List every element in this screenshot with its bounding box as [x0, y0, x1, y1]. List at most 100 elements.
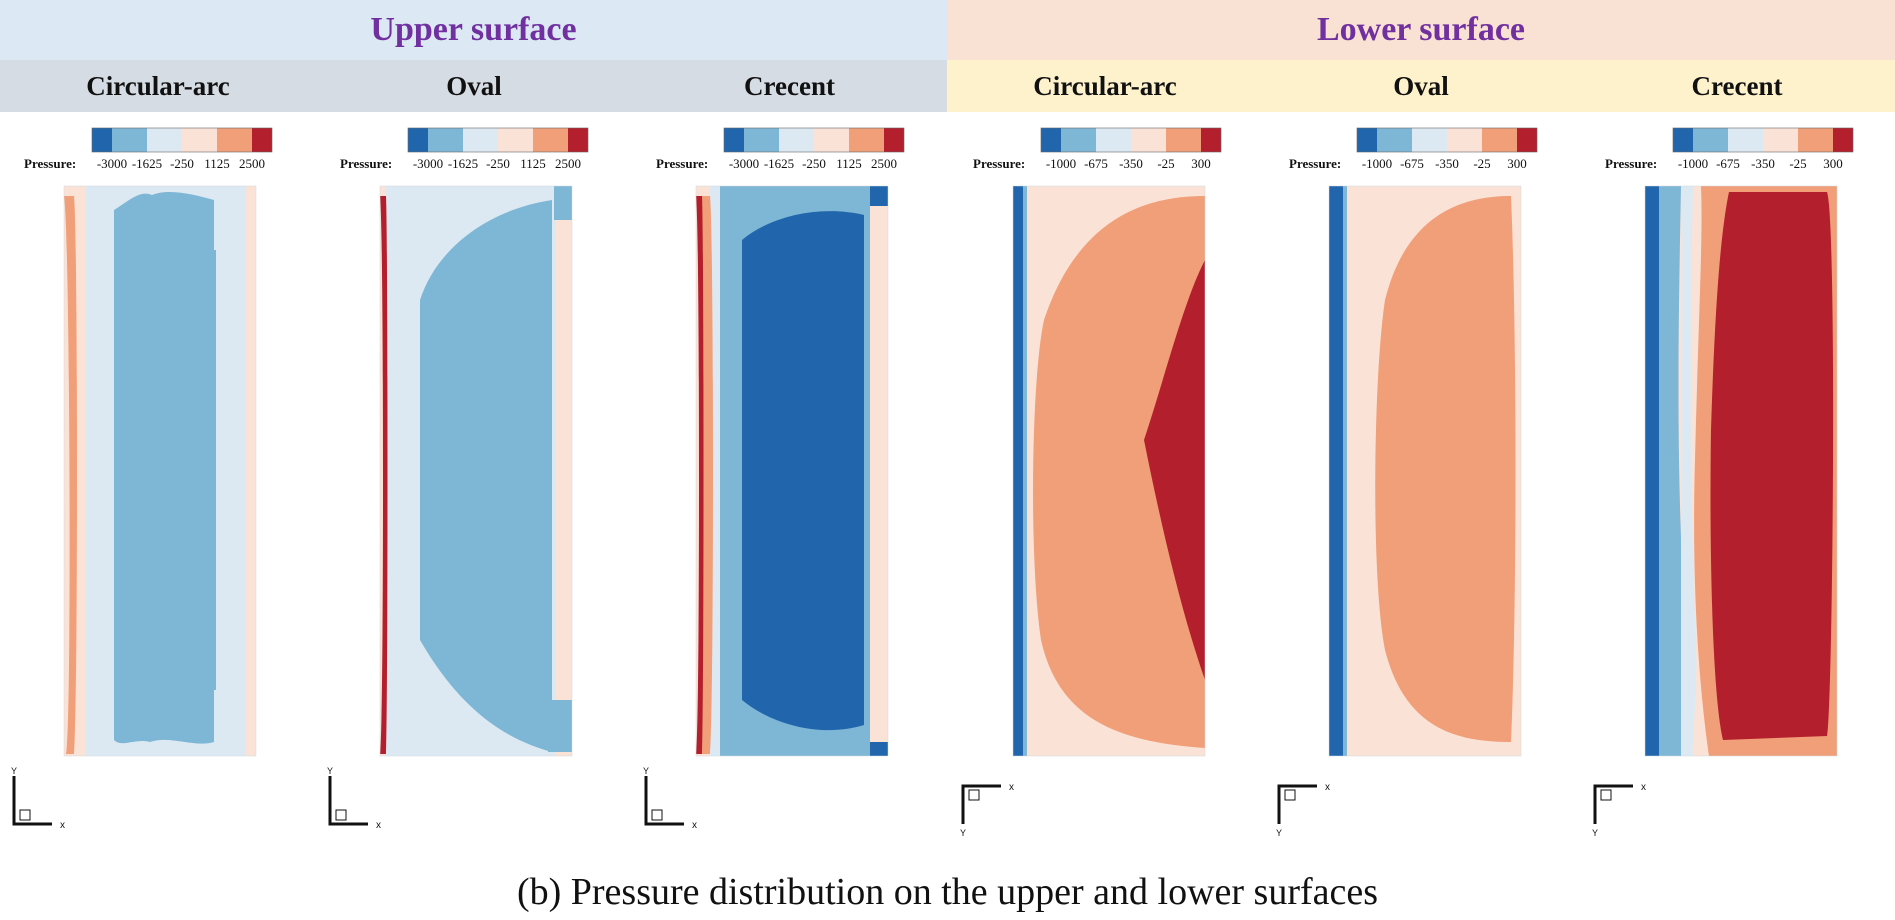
legend-tick-label: -350 [1435, 156, 1459, 171]
plot-frame [63, 185, 257, 757]
legend-swatch [1833, 128, 1853, 152]
legend-swatch [1201, 128, 1221, 152]
panel-title-lower-oval: Oval [1263, 60, 1579, 112]
legend-tick-label: -1625 [448, 156, 478, 171]
legend-frame [91, 127, 273, 153]
axis-origin-box [19, 809, 31, 821]
legend-tick-label: -1000 [1046, 156, 1076, 171]
axis-lines [12, 776, 52, 826]
axis-origin-box [1600, 789, 1612, 801]
legend-tick-label: -1625 [132, 156, 162, 171]
contour-plot [695, 185, 889, 757]
legend-swatch [1131, 128, 1166, 152]
axis-x-label: x [60, 820, 65, 831]
axis-lines [961, 784, 1001, 824]
legend-swatch [1482, 128, 1517, 152]
legend-tick-label: 300 [1823, 156, 1843, 171]
legend-swatch [428, 128, 463, 152]
panel-title-lower-crecent: Crecent [1579, 60, 1895, 112]
axis-lines [1277, 784, 1317, 824]
legend-swatch [182, 128, 217, 152]
legend-tick-label: -350 [1751, 156, 1775, 171]
legend-tick-label: -3000 [729, 156, 759, 171]
legend-tick-label: -1000 [1362, 156, 1392, 171]
axis-x-label: x [1325, 782, 1330, 793]
legend-tick-label: -25 [1789, 156, 1806, 171]
legend-swatch [147, 128, 182, 152]
legend-swatch [1166, 128, 1201, 152]
legend-title: Pressure: [1289, 156, 1341, 171]
legend-swatch [849, 128, 884, 152]
axis-origin-box [968, 789, 980, 801]
legend-swatch [1041, 128, 1061, 152]
axis-triad: xY [643, 766, 697, 831]
figure-caption: (b) Pressure distribution on the upper a… [516, 871, 1379, 913]
axis-y-label: Y [643, 766, 649, 776]
legend-tick-label: -1625 [764, 156, 794, 171]
axis-triad: xY [1276, 782, 1330, 838]
legend-tick-label: 300 [1191, 156, 1211, 171]
contour-plot [1012, 185, 1206, 757]
legend-tick-label: -675 [1084, 156, 1108, 171]
axis-lines [1593, 784, 1633, 824]
legend-tick-label: 1125 [836, 156, 862, 171]
legend-tick-label: -675 [1716, 156, 1740, 171]
legend-swatch [1673, 128, 1693, 152]
panel-title-upper-crecent: Crecent [632, 60, 947, 112]
axis-y-label: Y [11, 766, 17, 776]
legend-tick-label: -3000 [413, 156, 443, 171]
legend-swatch [568, 128, 588, 152]
legend-tick-label: -25 [1473, 156, 1490, 171]
axis-x-label: x [692, 820, 697, 831]
legend-tick-label: 300 [1507, 156, 1527, 171]
axis-triad: xY [960, 782, 1014, 838]
axis-y-label: Y [327, 766, 333, 776]
axis-x-label: x [1009, 782, 1014, 793]
legend-tick-label: -25 [1157, 156, 1174, 171]
legend-swatch [814, 128, 849, 152]
legend-swatch [1693, 128, 1728, 152]
plot-frame [379, 185, 573, 757]
legend-tick-label: -3000 [97, 156, 127, 171]
axis-triad: xY [11, 766, 65, 831]
contour-plot [379, 185, 573, 757]
legend-frame [723, 127, 905, 153]
axis-lines [328, 776, 368, 826]
legend-swatch [92, 128, 112, 152]
legend-title: Pressure: [24, 156, 76, 171]
legend-swatch [112, 128, 147, 152]
legend-swatch [884, 128, 904, 152]
axis-triad: xY [1592, 782, 1646, 838]
legend-swatch [1517, 128, 1537, 152]
legend-swatch [217, 128, 252, 152]
legend-swatch [1061, 128, 1096, 152]
contour-plot [1328, 185, 1522, 757]
legend-tick-label: -250 [170, 156, 194, 171]
legend-title: Pressure: [973, 156, 1025, 171]
legend-frame [1356, 127, 1538, 153]
legend-tick-label: 2500 [239, 156, 265, 171]
legend-frame [1040, 127, 1222, 153]
legend-swatch [252, 128, 272, 152]
axis-x-label: x [1641, 782, 1646, 793]
axis-y-label: Y [960, 828, 966, 838]
legend-swatch [1798, 128, 1833, 152]
legend-title: Pressure: [340, 156, 392, 171]
legend-swatch [1763, 128, 1798, 152]
legend-swatch [779, 128, 814, 152]
legend-swatch [1412, 128, 1447, 152]
legend-tick-label: 2500 [871, 156, 897, 171]
legend-swatch [498, 128, 533, 152]
axis-x-label: x [376, 820, 381, 831]
axis-y-label: Y [1276, 828, 1282, 838]
legend-tick-label: 1125 [520, 156, 546, 171]
legend-swatch [1728, 128, 1763, 152]
contour-plot [63, 185, 257, 757]
legend-swatch [724, 128, 744, 152]
lower-surface-header: Lower surface [947, 0, 1895, 60]
legend-title: Pressure: [656, 156, 708, 171]
